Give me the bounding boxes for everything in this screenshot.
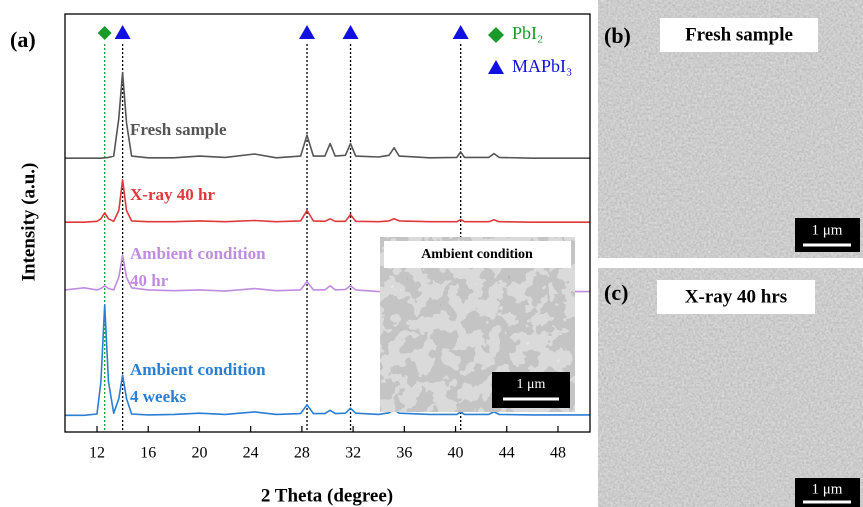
series-label: Ambient condition 4 weeks xyxy=(130,360,266,406)
plot-area: 12 16 20 24 28 32 36 40 44 48 PbI₂ MAPbI₃ xyxy=(64,23,590,462)
inset-caption: Ambient condition xyxy=(421,247,533,262)
x-tick-label: 28 xyxy=(294,445,310,462)
peak-marker xyxy=(299,25,316,39)
scale-bar-label: 1 μm xyxy=(517,377,546,392)
x-tick-label: 36 xyxy=(396,445,412,462)
inset-caption-box xyxy=(384,241,571,268)
scale-bar-label: 1 μm xyxy=(812,222,843,238)
series-line xyxy=(65,179,590,223)
peak-marker xyxy=(114,25,131,39)
scale-bar-label: 1 μm xyxy=(812,481,843,497)
peak-marker xyxy=(342,25,359,39)
peak-marker xyxy=(452,25,469,39)
scale-bar-box xyxy=(492,372,570,408)
legend-symbol xyxy=(488,60,504,74)
x-tick-label: 12 xyxy=(89,445,105,462)
caption-box xyxy=(657,280,815,314)
legend-symbol xyxy=(488,27,504,43)
x-tick-label: 24 xyxy=(243,445,259,462)
x-tick-label: 20 xyxy=(191,445,207,462)
legend-label: PbI₂ xyxy=(512,23,543,43)
series-line xyxy=(65,304,590,417)
x-tick-label: 44 xyxy=(499,445,515,462)
sem-caption: X-ray 40 hrs xyxy=(685,286,787,307)
y-axis-label: Intensity (a.u.) xyxy=(18,163,39,282)
legend-label: MAPbI₃ xyxy=(512,56,572,76)
peak-marker xyxy=(97,26,112,40)
x-tick-label: 32 xyxy=(345,445,361,462)
plot-frame xyxy=(64,13,591,433)
x-axis-label: 2 Theta (degree) xyxy=(261,485,393,506)
panel-label: (b) xyxy=(604,23,631,48)
series-label: Ambient condition 40 hr xyxy=(130,244,266,290)
x-tick-label: 16 xyxy=(140,445,156,462)
caption-box xyxy=(660,18,818,52)
panel-label: (a) xyxy=(10,27,36,52)
panel-label: (c) xyxy=(604,280,628,305)
series-label: X-ray 40 hr xyxy=(130,185,215,204)
series-line xyxy=(65,71,590,159)
x-tick-label: 48 xyxy=(550,445,566,462)
sem-caption: Fresh sample xyxy=(685,24,793,45)
series-label: Fresh sample xyxy=(130,120,227,139)
x-tick-label: 40 xyxy=(448,445,464,462)
